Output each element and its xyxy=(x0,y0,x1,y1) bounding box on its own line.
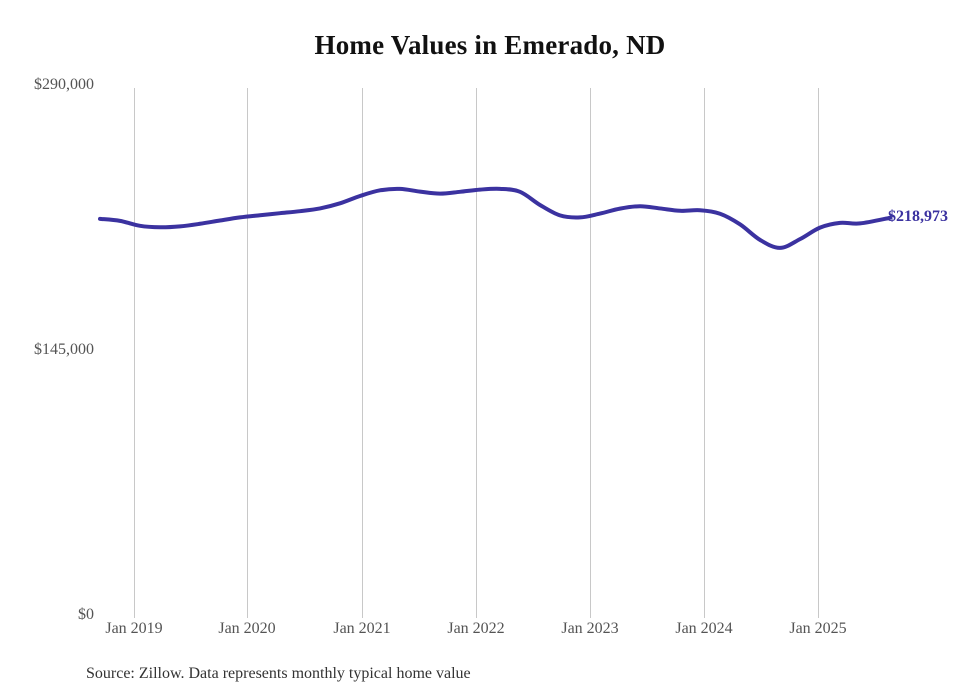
x-tick-label-jan-2023: Jan 2023 xyxy=(561,620,619,637)
y-axis-tick-labels: $290,000 $145,000 $0 xyxy=(0,0,94,699)
x-tick-label-jan-2025: Jan 2025 xyxy=(789,620,847,637)
y-tick-label-0: $0 xyxy=(78,606,94,623)
series-line-typical-home-value xyxy=(98,186,892,250)
gridline-jan-2025 xyxy=(818,88,819,618)
gridline-jan-2020 xyxy=(247,88,248,618)
y-tick-label-290000: $290,000 xyxy=(34,76,94,93)
end-value-annotation: $218,973 xyxy=(888,207,948,225)
page-title: Home Values in Emerado, ND xyxy=(314,30,666,60)
x-tick-label-jan-2024: Jan 2024 xyxy=(675,620,733,637)
series-path xyxy=(98,186,892,250)
gridline-jan-2024 xyxy=(704,88,705,618)
plot-area xyxy=(98,88,892,618)
gridline-jan-2022 xyxy=(476,88,477,618)
source-note: Source: Zillow. Data represents monthly … xyxy=(86,665,471,682)
gridline-jan-2021 xyxy=(362,88,363,618)
gridline-jan-2023 xyxy=(590,88,591,618)
y-tick-label-145000: $145,000 xyxy=(34,341,94,358)
x-tick-label-jan-2019: Jan 2019 xyxy=(105,620,163,637)
x-tick-label-jan-2022: Jan 2022 xyxy=(447,620,505,637)
x-tick-label-jan-2021: Jan 2021 xyxy=(333,620,391,637)
gridline-jan-2019 xyxy=(134,88,135,618)
x-tick-label-jan-2020: Jan 2020 xyxy=(218,620,276,637)
